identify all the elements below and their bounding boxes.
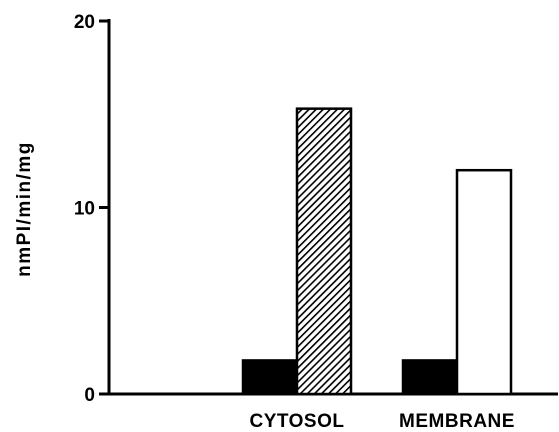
cytosol-solid-bar [241, 359, 299, 396]
cytosol-hatched-bar [295, 107, 353, 396]
y-axis-label: nmPI/min/mg [14, 141, 35, 277]
plot-area: 0 10 20 [74, 12, 558, 406]
category-label-cytosol: CYTOSOL [250, 411, 345, 432]
membrane-open-bar [455, 168, 513, 396]
y-ticks: 0 10 20 [74, 12, 109, 406]
y-tick-label: 0 [84, 385, 95, 406]
y-tick-label: 10 [74, 199, 95, 220]
membrane-solid-bar [401, 359, 459, 396]
bars [241, 107, 513, 396]
y-tick-label: 20 [74, 12, 95, 33]
category-label-membrane: MEMBRANE [399, 411, 515, 432]
